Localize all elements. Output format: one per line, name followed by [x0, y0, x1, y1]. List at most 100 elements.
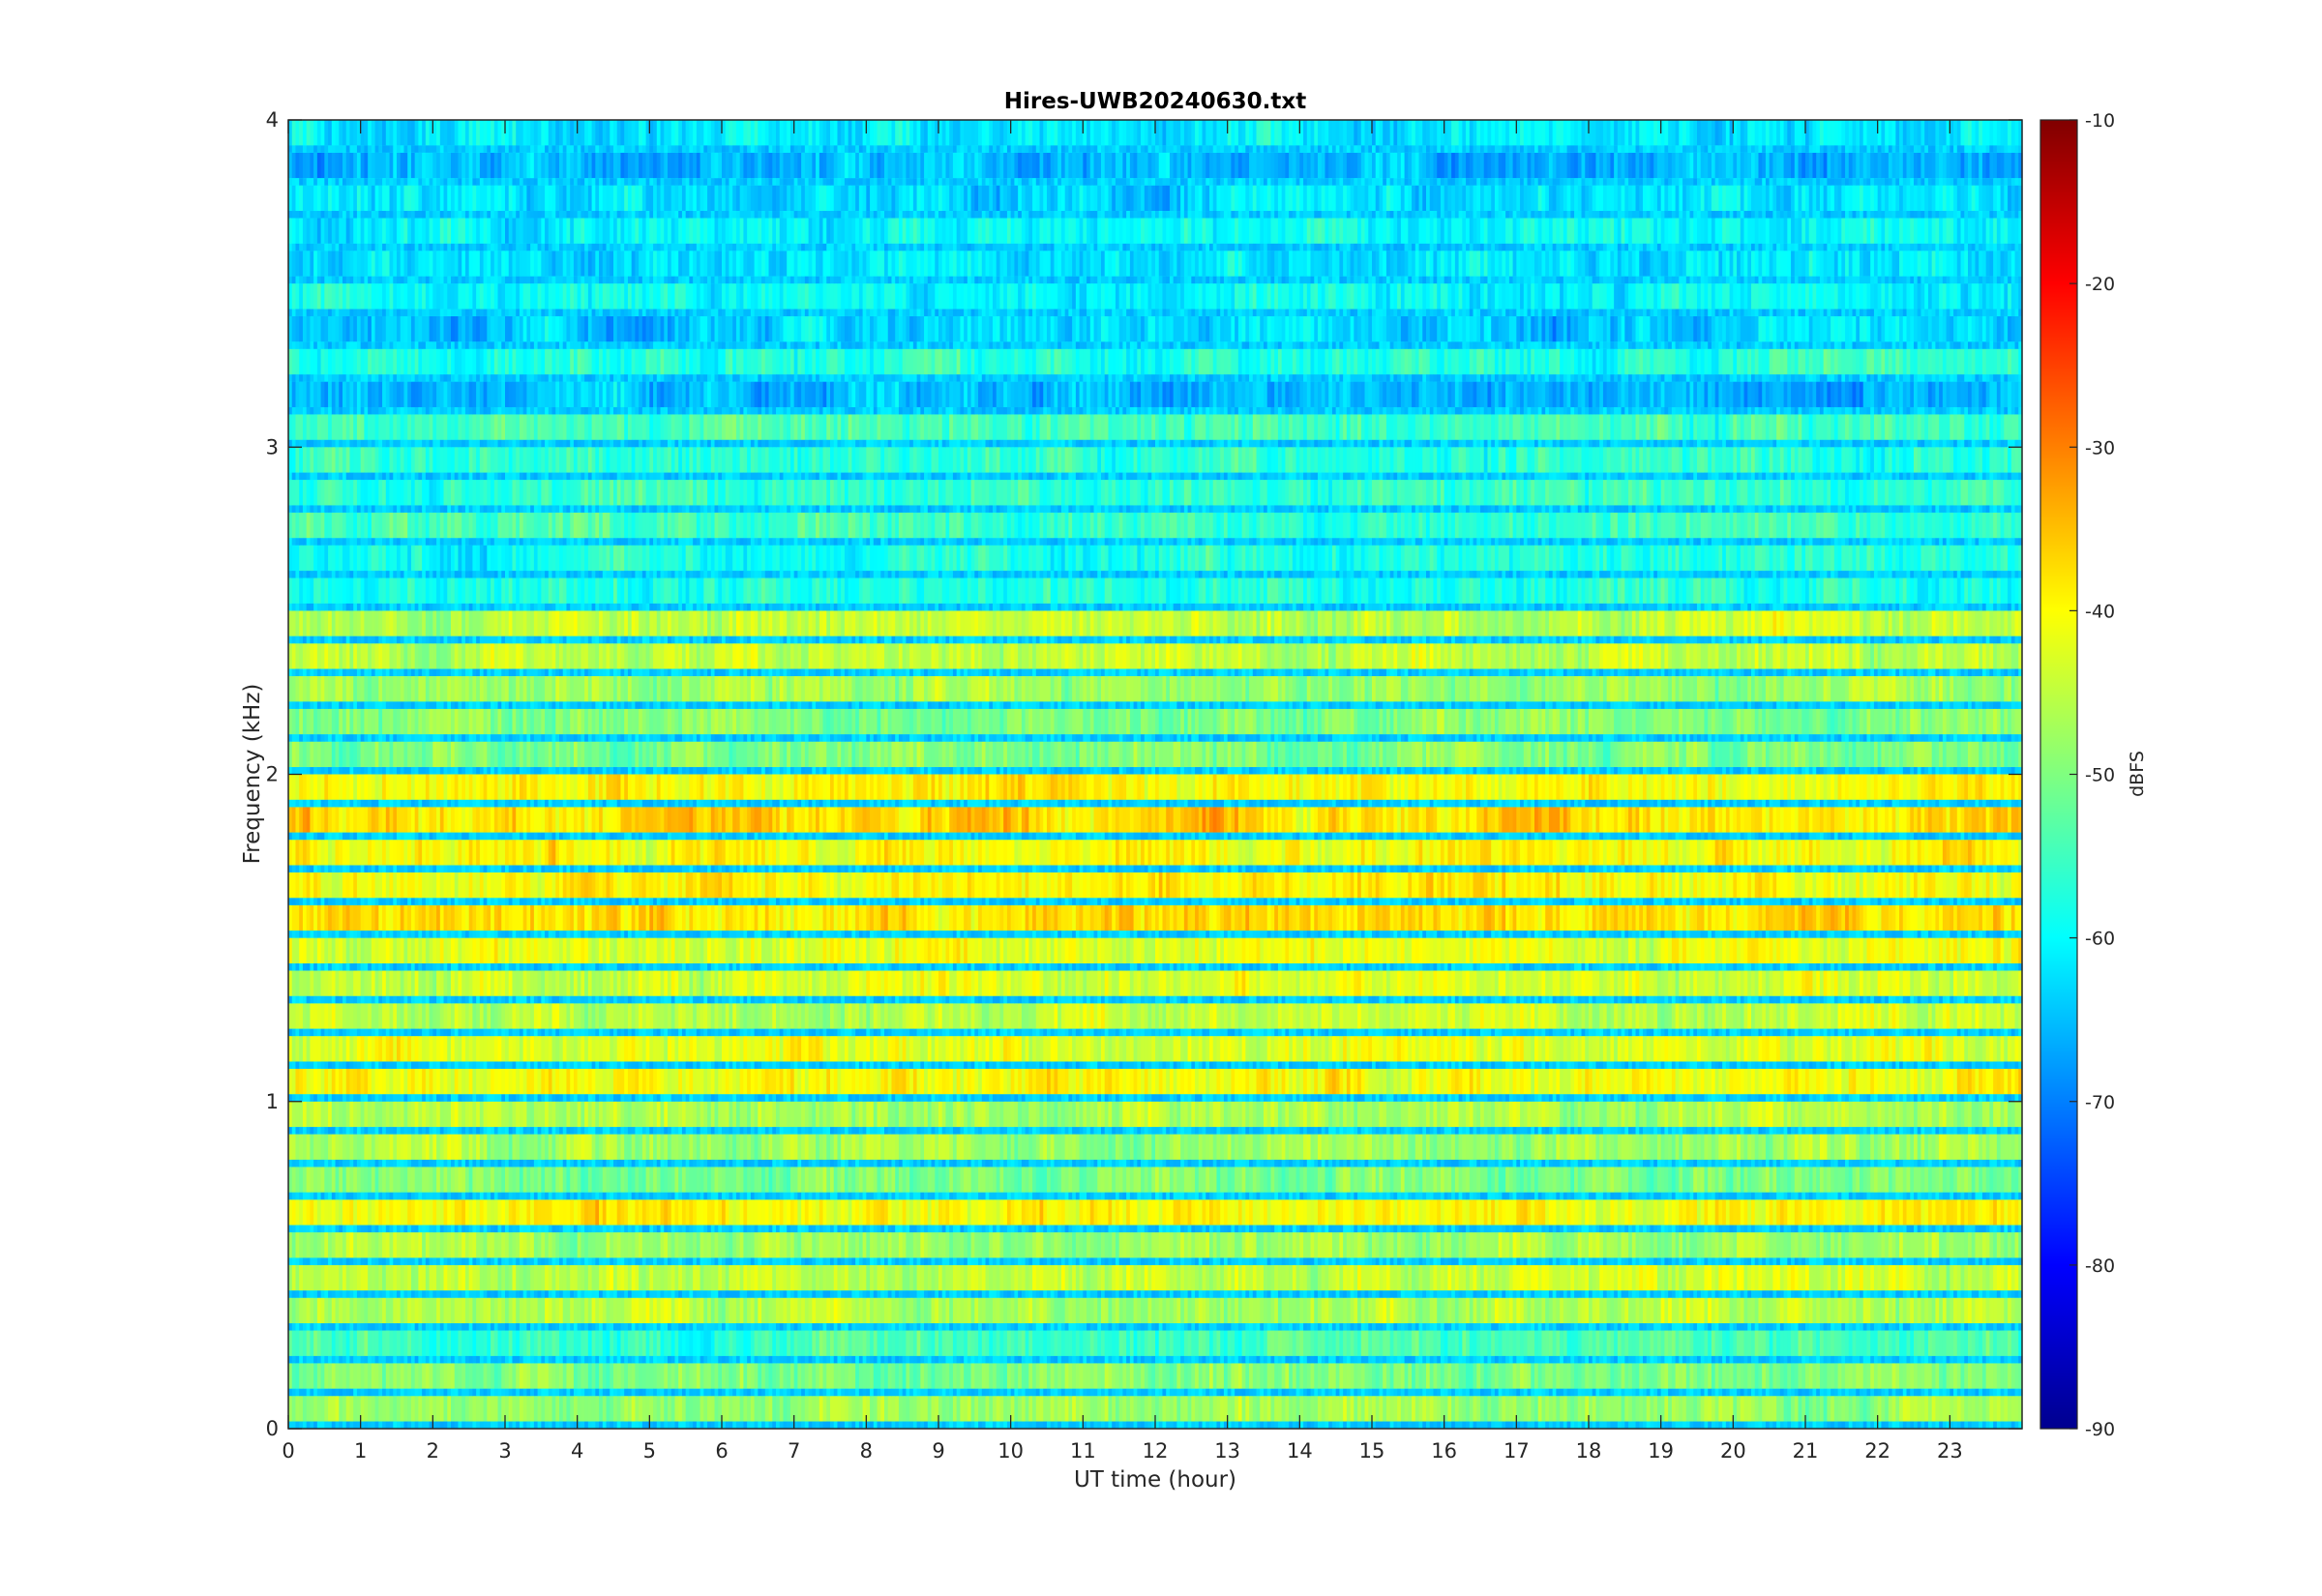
heatmap-cell	[1892, 1422, 1896, 1429]
heatmap-cell	[1051, 1389, 1055, 1396]
heatmap-cell	[1772, 1396, 1776, 1421]
heatmap-cell	[1474, 1389, 1477, 1396]
heatmap-cell	[1162, 1422, 1166, 1429]
heatmap-cell	[1560, 1356, 1563, 1363]
heatmap-cell	[1072, 1422, 1076, 1429]
heatmap-cell	[1437, 1331, 1441, 1356]
heatmap-cell	[1787, 1389, 1791, 1396]
heatmap-cell	[1203, 1363, 1206, 1388]
heatmap-cell	[649, 1389, 653, 1396]
heatmap-cell	[1574, 1363, 1578, 1388]
heatmap-cell	[484, 1422, 488, 1429]
heatmap-cell	[610, 1396, 613, 1421]
heatmap-cell	[1541, 1363, 1545, 1388]
heatmap-cell	[1289, 1389, 1293, 1396]
heatmap-cell	[1758, 1356, 1762, 1363]
heatmap-cell	[1668, 1331, 1672, 1356]
heatmap-cell	[1137, 1356, 1141, 1363]
heatmap-cell	[1939, 1422, 1943, 1429]
heatmap-cell	[1693, 1422, 1697, 1429]
heatmap-cell	[891, 1363, 895, 1388]
heatmap-cell	[1419, 1363, 1423, 1388]
heatmap-cell	[1459, 1389, 1463, 1396]
heatmap-cell	[1188, 1331, 1192, 1356]
heatmap-cell	[945, 1356, 949, 1363]
heatmap-cell	[1708, 1396, 1712, 1421]
heatmap-cell	[1065, 1363, 1069, 1388]
heatmap-cell	[949, 1396, 953, 1421]
heatmap-cell	[526, 1389, 530, 1396]
heatmap-cell	[649, 1356, 653, 1363]
heatmap-cell	[1939, 1363, 1943, 1388]
heatmap-cell	[635, 1356, 639, 1363]
heatmap-cell	[1961, 1356, 1965, 1363]
heatmap-cell	[661, 1363, 665, 1388]
heatmap-cell	[552, 1389, 556, 1396]
heatmap-cell	[530, 1356, 534, 1363]
heatmap-cell	[1134, 1422, 1138, 1429]
heatmap-cell	[1895, 1331, 1899, 1356]
heatmap-cell	[805, 1396, 809, 1421]
heatmap-cell	[1141, 1331, 1145, 1356]
heatmap-cell	[1293, 1422, 1296, 1429]
heatmap-cell	[346, 1389, 350, 1396]
heatmap-cell	[1697, 1422, 1701, 1429]
heatmap-cell	[578, 1331, 581, 1356]
heatmap-cell	[1863, 1356, 1867, 1363]
heatmap-cell	[501, 1331, 505, 1356]
heatmap-cell	[674, 1331, 678, 1356]
heatmap-cell	[1184, 1331, 1188, 1356]
heatmap-cell	[863, 1356, 867, 1363]
heatmap-cell	[1026, 1356, 1029, 1363]
heatmap-cell	[1206, 1363, 1209, 1388]
heatmap-cell	[1166, 1356, 1170, 1363]
heatmap-cell	[1816, 1331, 1820, 1356]
heatmap-cell	[1903, 1331, 1907, 1356]
heatmap-cell	[368, 1389, 372, 1396]
heatmap-cell	[447, 1363, 451, 1388]
heatmap-cell	[491, 1331, 494, 1356]
heatmap-cell	[1491, 1363, 1495, 1388]
heatmap-cell	[674, 1396, 678, 1421]
heatmap-cell	[812, 1422, 816, 1429]
heatmap-cell	[689, 1396, 693, 1421]
heatmap-cell	[1466, 1422, 1470, 1429]
heatmap-cell	[1986, 1356, 1990, 1363]
heatmap-cell	[1632, 1422, 1636, 1429]
heatmap-cell	[295, 1363, 299, 1388]
heatmap-cell	[549, 1422, 552, 1429]
heatmap-cell	[932, 1396, 936, 1421]
heatmap-cell	[1624, 1389, 1628, 1396]
heatmap-cell	[307, 1396, 311, 1421]
heatmap-cell	[783, 1389, 787, 1396]
heatmap-cell	[1040, 1356, 1044, 1363]
heatmap-cell	[336, 1363, 340, 1388]
heatmap-cell	[610, 1389, 613, 1396]
heatmap-cell	[1011, 1356, 1015, 1363]
heatmap-cell	[603, 1396, 607, 1421]
heatmap-cell	[1022, 1396, 1026, 1421]
heatmap-cell	[1267, 1363, 1271, 1388]
heatmap-cell	[1556, 1389, 1560, 1396]
heatmap-cell	[372, 1363, 375, 1388]
heatmap-cell	[1772, 1422, 1776, 1429]
heatmap-cell	[1870, 1396, 1874, 1421]
heatmap-cell	[1953, 1422, 1957, 1429]
heatmap-cell	[769, 1396, 773, 1421]
heatmap-cell	[444, 1389, 448, 1396]
heatmap-cell	[1293, 1356, 1296, 1363]
heatmap-cell	[559, 1363, 563, 1388]
heatmap-cell	[447, 1331, 451, 1356]
heatmap-cell	[1903, 1363, 1907, 1388]
heatmap-cell	[1166, 1389, 1170, 1396]
heatmap-cell	[1068, 1389, 1072, 1396]
heatmap-cell	[1216, 1356, 1220, 1363]
heatmap-cell	[917, 1331, 921, 1356]
heatmap-cell	[989, 1396, 993, 1421]
heatmap-cell	[1570, 1389, 1574, 1396]
heatmap-cell	[1332, 1356, 1336, 1363]
heatmap-cell	[461, 1363, 465, 1388]
heatmap-cell	[401, 1389, 404, 1396]
heatmap-cell	[1296, 1363, 1300, 1388]
heatmap-cell	[595, 1422, 599, 1429]
